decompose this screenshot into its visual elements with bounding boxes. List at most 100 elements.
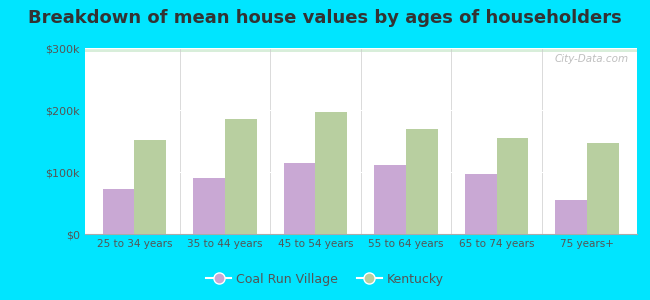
Bar	[84, 49, 637, 51]
Bar	[84, 49, 637, 51]
Bar	[84, 49, 637, 50]
Bar	[84, 49, 637, 51]
Bar	[84, 49, 637, 51]
Bar	[84, 49, 637, 50]
Bar	[84, 49, 637, 51]
Bar	[84, 48, 637, 50]
Bar	[84, 49, 637, 51]
Bar	[84, 49, 637, 51]
Bar	[84, 50, 637, 52]
Bar	[84, 49, 637, 51]
Bar	[84, 49, 637, 51]
Bar	[84, 49, 637, 50]
Bar	[84, 50, 637, 52]
Bar	[84, 49, 637, 51]
Bar	[84, 48, 637, 50]
Bar	[406, 129, 437, 234]
Bar	[84, 50, 637, 51]
Bar	[84, 49, 637, 51]
Bar	[84, 49, 637, 51]
Bar	[84, 49, 637, 51]
Bar	[84, 50, 637, 52]
Bar	[84, 48, 637, 50]
Bar	[84, 49, 637, 51]
Bar	[84, 48, 637, 50]
Bar	[84, 49, 637, 50]
Bar	[84, 49, 637, 50]
Bar	[84, 50, 637, 52]
Bar	[193, 178, 225, 234]
Bar	[84, 50, 637, 52]
Bar	[84, 50, 637, 52]
Bar	[84, 50, 637, 51]
Bar	[84, 48, 637, 50]
Bar	[84, 48, 637, 50]
Bar	[84, 50, 637, 51]
Bar	[84, 49, 637, 50]
Text: Breakdown of mean house values by ages of householders: Breakdown of mean house values by ages o…	[28, 9, 622, 27]
Bar	[84, 48, 637, 50]
Bar	[84, 48, 637, 50]
Bar	[84, 49, 637, 51]
Bar	[84, 49, 637, 51]
Bar	[84, 50, 637, 52]
Bar	[84, 48, 637, 50]
Bar	[84, 49, 637, 50]
Bar	[84, 49, 637, 50]
Bar	[84, 49, 637, 51]
Bar	[84, 50, 637, 51]
Bar	[84, 50, 637, 52]
Bar	[84, 50, 637, 51]
Bar	[84, 48, 637, 50]
Bar	[465, 174, 497, 234]
Bar	[84, 48, 637, 50]
Bar	[84, 50, 637, 51]
Bar	[84, 48, 637, 50]
Bar	[84, 48, 637, 50]
Bar	[84, 50, 637, 51]
Bar	[84, 49, 637, 51]
Bar	[84, 48, 637, 50]
Text: City-Data.com: City-Data.com	[554, 54, 629, 64]
Bar	[84, 49, 637, 51]
Bar	[84, 49, 637, 51]
Bar	[84, 49, 637, 51]
Bar	[84, 49, 637, 50]
Bar	[84, 50, 637, 51]
Bar	[84, 49, 637, 51]
Bar	[84, 49, 637, 51]
Bar	[84, 49, 637, 51]
Legend: Coal Run Village, Kentucky: Coal Run Village, Kentucky	[202, 268, 448, 291]
Bar	[84, 48, 637, 50]
Bar	[84, 49, 637, 51]
Bar	[84, 50, 637, 51]
Bar	[84, 49, 637, 51]
Bar	[84, 50, 637, 52]
Bar	[84, 50, 637, 52]
Bar	[84, 48, 637, 50]
Bar	[84, 49, 637, 50]
Bar	[84, 48, 637, 50]
Bar	[84, 49, 637, 51]
Bar	[84, 49, 637, 51]
Bar	[497, 138, 528, 234]
Bar	[84, 49, 637, 51]
Bar	[84, 50, 637, 51]
Bar	[84, 49, 637, 51]
Bar	[103, 189, 135, 234]
Bar	[84, 49, 637, 51]
Bar	[84, 50, 637, 51]
Bar	[84, 49, 637, 51]
Bar	[84, 48, 637, 50]
Bar	[225, 119, 257, 234]
Bar	[284, 163, 315, 234]
Bar	[315, 112, 347, 234]
Bar	[84, 49, 637, 51]
Bar	[84, 49, 637, 51]
Bar	[84, 50, 637, 52]
Bar	[84, 48, 637, 50]
Bar	[84, 49, 637, 50]
Bar	[84, 48, 637, 50]
Bar	[587, 143, 619, 234]
Bar	[84, 48, 637, 50]
